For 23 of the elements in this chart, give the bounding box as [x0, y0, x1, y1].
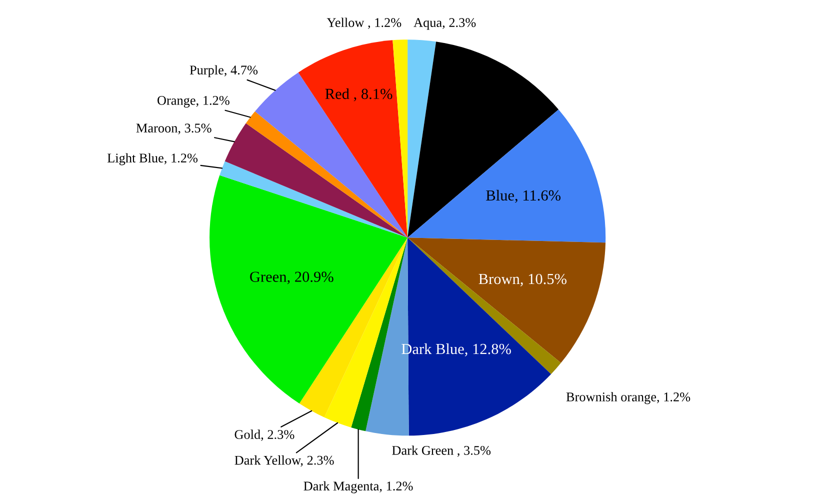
pie-slice	[298, 40, 408, 238]
slice-label: Yellow , 1.2%	[326, 18, 402, 29]
pie-slice	[408, 42, 559, 238]
pie-slice	[220, 161, 408, 238]
pie-slice	[246, 111, 408, 238]
slice-label: Red , 8.1%	[325, 88, 392, 102]
pie-slice	[224, 123, 408, 238]
slice-label: Aqua, 2.3%	[414, 18, 476, 30]
slice-label: Maroon, 3.5%	[136, 124, 212, 134]
pie-slice	[408, 110, 606, 243]
slice-label: Brownish orange, 1.2%	[566, 392, 690, 404]
slice-label: Light Blue, 1.2%	[107, 153, 198, 166]
slice-label: Gold, 2.3%	[234, 430, 294, 441]
pie-slice	[408, 40, 436, 238]
slice-label: Brown, 10.5%	[478, 274, 567, 286]
slice-label: Blue, 11.6%	[486, 190, 561, 203]
slice-label: Dark Magenta, 1.2%	[304, 481, 413, 494]
slice-label: Dark Blue, 12.8%	[402, 343, 511, 356]
slice-label: Dark Yellow, 2.3%	[234, 455, 334, 467]
slice-label: Dark Green , 3.5%	[392, 446, 491, 457]
slice-label: Purple, 4.7%	[190, 65, 258, 78]
slice-label: Orange, 1.2%	[158, 96, 230, 108]
slice-label: Green, 20.9%	[250, 272, 334, 284]
